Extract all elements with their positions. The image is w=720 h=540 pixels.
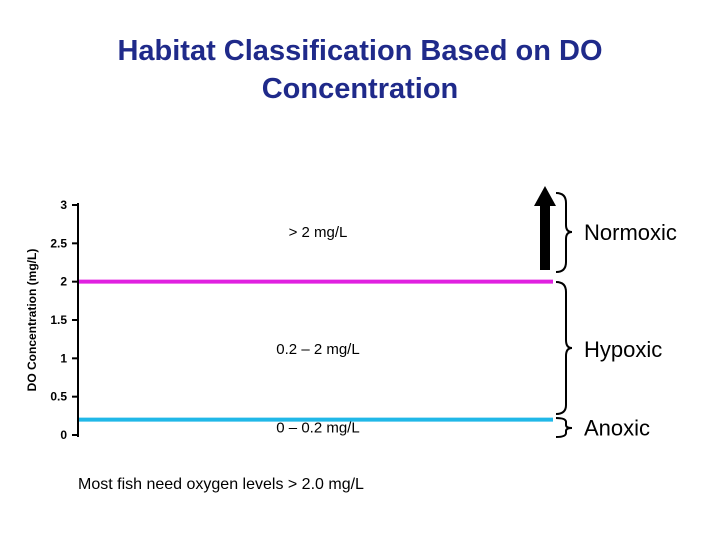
range-label: > 2 mg/L: [289, 224, 348, 241]
y-tick-label: 1: [60, 351, 67, 365]
y-axis-label: DO Concentration (mg/L): [25, 249, 39, 392]
y-tick-label: 1.5: [50, 313, 67, 327]
habitat-label: Normoxic: [584, 220, 677, 245]
y-tick-label: 0: [60, 428, 67, 442]
y-tick-label: 2.5: [50, 236, 67, 250]
y-tick-label: 3: [60, 198, 67, 212]
brace-icon: [555, 192, 573, 438]
range-label: 0 – 0.2 mg/L: [276, 419, 359, 436]
habitat-label: Anoxic: [584, 415, 650, 440]
range-label: 0.2 – 2 mg/L: [276, 341, 359, 358]
footnote: Most fish need oxygen levels > 2.0 mg/L: [78, 476, 364, 493]
page-title: Habitat Classification Based on DO Conce…: [117, 35, 603, 105]
y-tick-label: 0.5: [50, 390, 67, 404]
y-tick-label: 2: [60, 275, 67, 289]
range-labels: > 2 mg/L Normoxic 0.2 – 2 mg/L Hypoxic 0 – 0…: [276, 220, 677, 441]
threshold-lines: [79, 279, 553, 422]
y-ticks: 0 0.5 1 1.5 2 2.5 3: [50, 198, 78, 442]
habitat-label: Hypoxic: [584, 337, 662, 362]
up-arrow-icon: [534, 186, 556, 270]
